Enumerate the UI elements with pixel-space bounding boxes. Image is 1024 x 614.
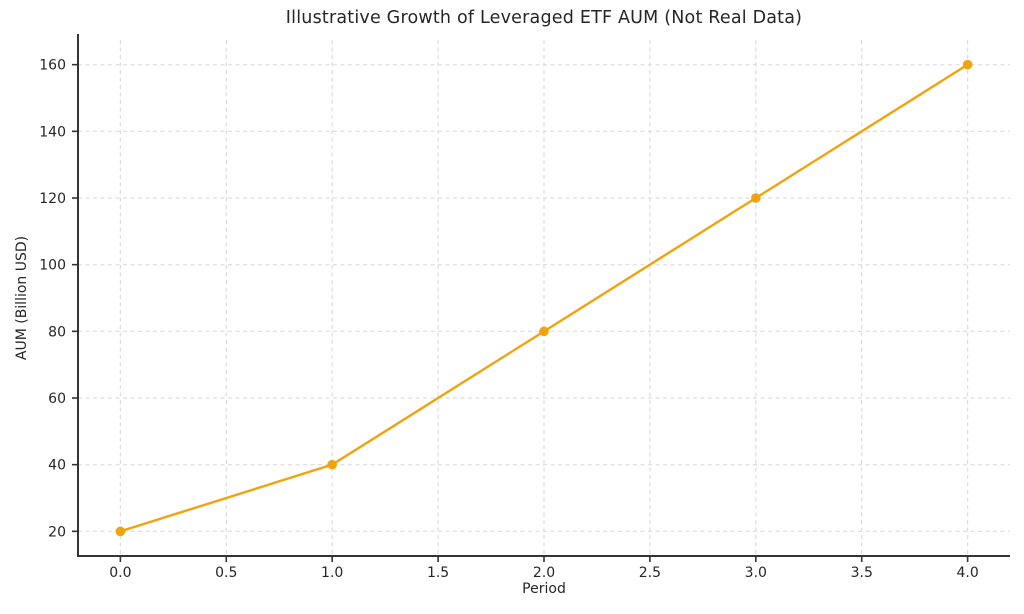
x-tick-label: 2.5 — [639, 565, 661, 581]
y-tick-label: 40 — [48, 458, 66, 474]
x-tick-label: 0.5 — [215, 565, 237, 581]
y-tick-label: 60 — [48, 391, 66, 407]
y-tick-label: 140 — [39, 124, 66, 140]
x-tick-label: 3.5 — [851, 565, 873, 581]
y-tick-label: 80 — [48, 324, 66, 340]
y-tick-label: 120 — [39, 191, 66, 207]
x-tick-label: 4.0 — [957, 565, 979, 581]
y-tick-label: 160 — [39, 58, 66, 74]
data-point-marker — [751, 193, 761, 203]
data-point-marker — [539, 326, 549, 337]
x-tick-label: 1.5 — [427, 565, 449, 581]
y-tick-label: 20 — [48, 524, 66, 540]
y-tick-label: 100 — [39, 258, 66, 274]
x-tick-label: 0.0 — [109, 565, 131, 581]
x-tick-label: 1.0 — [321, 565, 343, 581]
data-point-marker — [962, 59, 973, 70]
x-axis-label: Period — [522, 581, 566, 597]
x-tick-label: 2.0 — [533, 565, 555, 581]
x-tick-label: 3.0 — [745, 565, 767, 581]
chart-title: Illustrative Growth of Leveraged ETF AUM… — [285, 8, 803, 28]
data-point-marker — [115, 526, 126, 537]
data-point-marker — [327, 459, 337, 470]
